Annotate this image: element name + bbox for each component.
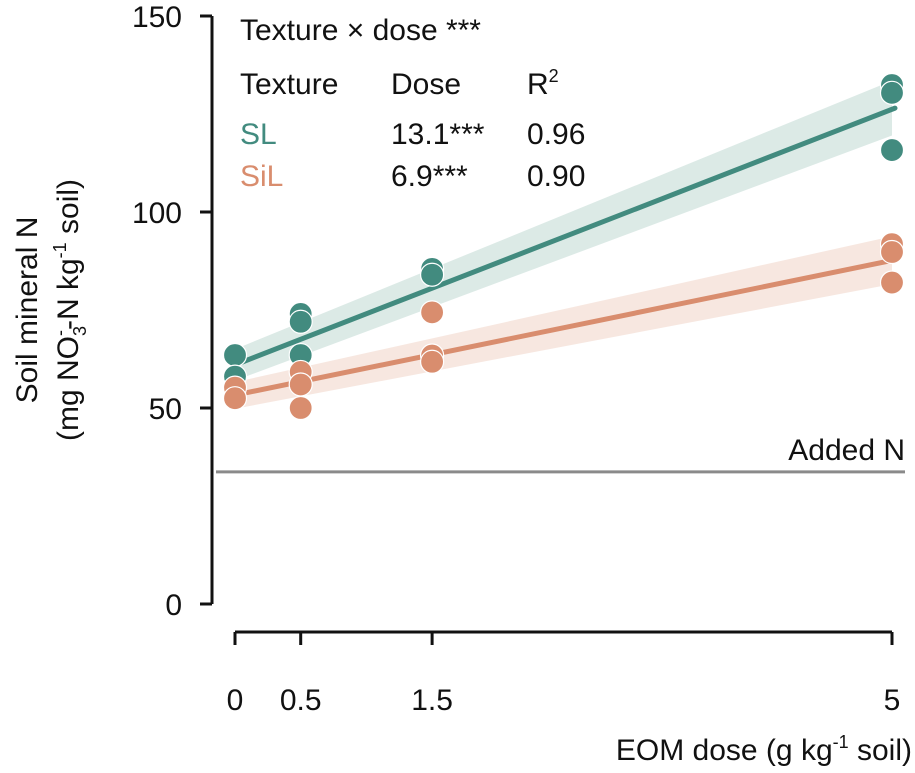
y-units-a: (mg NO — [52, 336, 85, 441]
point-sl — [288, 309, 313, 334]
row-sil-dose: 6.9*** — [391, 160, 468, 193]
data-points — [222, 72, 905, 421]
point-sl — [879, 80, 905, 105]
y-axis-title-line1: Soil mineral N — [11, 217, 44, 404]
y-axis-title-units: (mg NO3--N kg-1 soil) — [50, 179, 90, 441]
regression-lines — [232, 105, 898, 398]
header-r2: R2 — [527, 66, 559, 101]
row-sil-r2: 0.90 — [527, 160, 585, 193]
point-sil — [222, 386, 248, 411]
header-r2-main: R — [527, 68, 549, 101]
point-sil — [288, 372, 313, 397]
y-units-sup2: -1 — [50, 242, 70, 258]
x-axis-title: EOM dose (g kg-1 soil) — [616, 732, 912, 767]
header-r2-sup: 2 — [549, 66, 559, 86]
y-units-c: soil) — [52, 179, 85, 242]
confidence-bands — [235, 80, 892, 409]
point-sl — [222, 342, 248, 368]
y-tick-label: 50 — [149, 393, 182, 426]
x-axis-title-tail: soil) — [849, 734, 912, 767]
point-sil — [420, 300, 445, 325]
point-sil — [879, 270, 905, 295]
x-axis: 0 0.5 1.5 5 — [227, 630, 901, 717]
x-axis-title-main: EOM dose (g kg — [616, 734, 833, 767]
fit-line-sl — [232, 105, 898, 368]
y-axis-title-line2: (mg NO3--N kg-1 soil) — [50, 179, 90, 441]
point-sil — [288, 395, 313, 421]
header-texture: Texture — [240, 68, 338, 101]
x-tick-label: 5 — [884, 684, 901, 717]
x-tick-label: 1.5 — [411, 684, 453, 717]
y-axis: 0 50 100 150 — [132, 1, 214, 622]
row-sl-dose: 13.1*** — [391, 118, 485, 151]
point-sl — [420, 262, 445, 287]
x-tick-label: 0.5 — [280, 684, 322, 717]
y-axis-title: Soil mineral N — [11, 217, 44, 404]
point-sil — [879, 239, 905, 265]
point-sl — [879, 137, 905, 163]
added-n-label: Added N — [788, 434, 905, 467]
x-axis-title-sup: -1 — [833, 732, 849, 752]
y-tick-label: 150 — [132, 1, 182, 34]
ci-band-sil — [235, 236, 892, 409]
fit-line-sil — [232, 257, 898, 398]
header-dose: Dose — [391, 68, 461, 101]
row-sl-r2: 0.96 — [527, 118, 585, 151]
y-units-b: -N kg — [52, 258, 85, 330]
interaction-text: Texture × dose *** — [240, 14, 481, 47]
row-sl-texture: SL — [240, 118, 277, 151]
row-sil-texture: SiL — [240, 160, 283, 193]
x-tick-label: 0 — [227, 684, 244, 717]
y-units-sup: - — [50, 330, 70, 336]
y-units-sub: 3 — [70, 326, 90, 336]
ci-band-sl — [235, 80, 892, 381]
point-sil — [420, 349, 445, 374]
y-tick-label: 100 — [132, 197, 182, 230]
y-tick-label: 0 — [165, 589, 182, 622]
stats-annotation: Texture × dose *** Texture Dose R2 SL 13… — [240, 14, 585, 193]
